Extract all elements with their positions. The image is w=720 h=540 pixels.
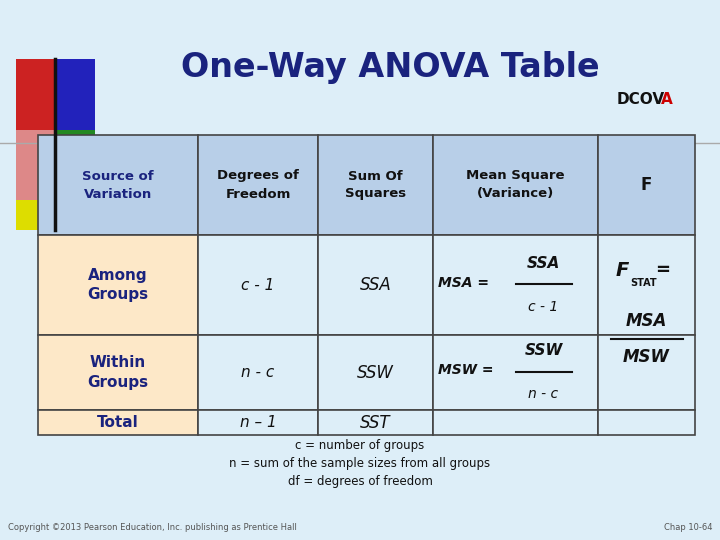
Text: SSW: SSW: [357, 363, 394, 381]
Text: DCOV: DCOV: [617, 92, 665, 107]
Bar: [198, 235, 318, 335]
Text: MSA =: MSA =: [438, 276, 489, 290]
Text: Sum Of
Squares: Sum Of Squares: [345, 170, 406, 200]
Text: =: =: [655, 261, 670, 279]
Bar: [38, 135, 198, 235]
Bar: [318, 410, 433, 435]
Bar: [198, 335, 318, 410]
Text: SST: SST: [360, 414, 391, 431]
Bar: [38, 335, 198, 410]
Text: MSW: MSW: [623, 348, 670, 366]
Text: c = number of groups: c = number of groups: [295, 438, 425, 451]
Bar: [198, 410, 318, 435]
Bar: [55, 130, 95, 200]
Bar: [318, 135, 433, 235]
Bar: [16, 130, 55, 200]
Bar: [433, 235, 598, 335]
Bar: [433, 135, 598, 235]
Text: Degrees of
Freedom: Degrees of Freedom: [217, 170, 299, 200]
Text: SSW: SSW: [524, 343, 563, 358]
Text: F: F: [615, 260, 629, 280]
Text: STAT: STAT: [631, 278, 657, 288]
Text: c - 1: c - 1: [528, 300, 559, 314]
Text: SSA: SSA: [527, 255, 560, 271]
Text: MSA: MSA: [626, 312, 667, 330]
Text: F: F: [641, 176, 652, 194]
Bar: [598, 335, 695, 410]
Bar: [318, 235, 433, 335]
Text: Mean Square
(Variance): Mean Square (Variance): [467, 170, 564, 200]
Text: Source of
Variation: Source of Variation: [82, 170, 154, 200]
Text: n – 1: n – 1: [240, 415, 276, 430]
Text: Among
Groups: Among Groups: [87, 268, 148, 302]
Text: n - c: n - c: [528, 388, 559, 402]
Bar: [38, 410, 198, 435]
Bar: [55, 59, 95, 130]
Text: Chap 10-64: Chap 10-64: [664, 523, 712, 532]
Text: n = sum of the sample sizes from all groups: n = sum of the sample sizes from all gro…: [230, 456, 490, 469]
Bar: [598, 235, 695, 335]
Text: One-Way ANOVA Table: One-Way ANOVA Table: [181, 51, 599, 84]
Text: Within
Groups: Within Groups: [87, 355, 148, 390]
Bar: [16, 59, 55, 130]
Text: Copyright ©2013 Pearson Education, Inc. publishing as Prentice Hall: Copyright ©2013 Pearson Education, Inc. …: [8, 523, 297, 532]
Text: n - c: n - c: [241, 365, 274, 380]
Text: MSW =: MSW =: [438, 363, 493, 377]
Text: A: A: [661, 92, 672, 107]
Bar: [318, 335, 433, 410]
Bar: [433, 335, 598, 410]
Text: c - 1: c - 1: [241, 278, 275, 293]
Text: df = degrees of freedom: df = degrees of freedom: [287, 475, 433, 488]
Bar: [198, 135, 318, 235]
Bar: [598, 135, 695, 235]
Text: SSA: SSA: [359, 276, 392, 294]
Bar: [598, 410, 695, 435]
Bar: [433, 410, 598, 435]
Text: Total: Total: [97, 415, 139, 430]
Bar: [38, 235, 198, 335]
Bar: [16, 200, 95, 230]
